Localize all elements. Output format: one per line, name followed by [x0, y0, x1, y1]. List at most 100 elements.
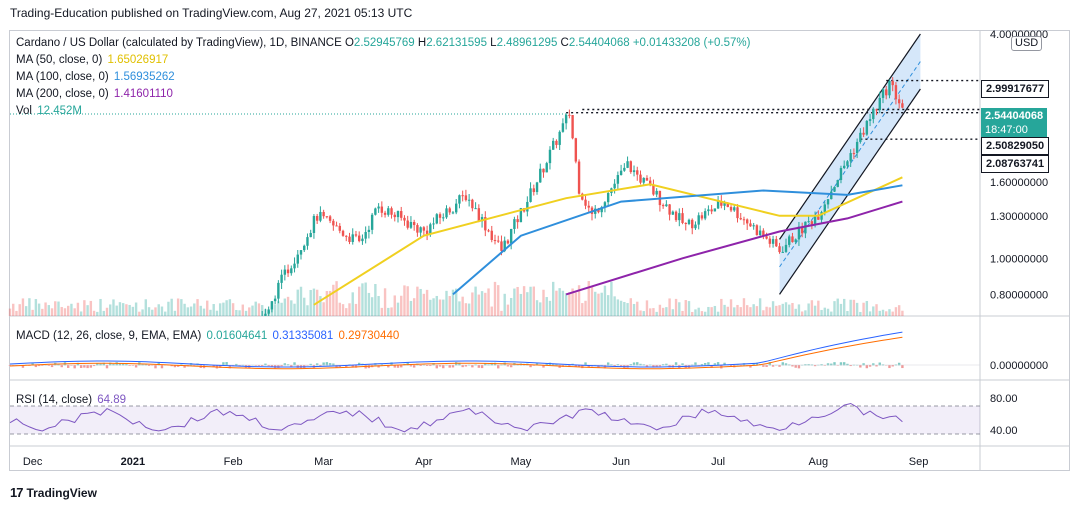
- volume-bar: [325, 291, 329, 316]
- legend-rsi[interactable]: RSI (14, close) 64.89: [16, 393, 126, 407]
- legend-ma50[interactable]: MA (50, close, 0) 1.65026917: [16, 53, 168, 67]
- candle-body: [458, 195, 461, 204]
- volume-bar: [762, 310, 765, 316]
- rsi-tick-label: 80.00: [990, 393, 1018, 405]
- volume-bar: [477, 294, 481, 316]
- volume-bar: [241, 304, 244, 316]
- legend-rsi-label: RSI (14, close): [16, 394, 93, 406]
- candle-body: [684, 222, 687, 225]
- legend-ma100[interactable]: MA (100, close, 0) 1.56935262: [16, 70, 175, 84]
- macd-hist-bar: [283, 363, 287, 366]
- candle-body: [868, 119, 872, 121]
- legend-symbol[interactable]: Cardano / US Dollar (calculated by Tradi…: [16, 37, 342, 49]
- volume-bar: [629, 298, 632, 316]
- candle-body: [325, 216, 329, 218]
- volume-bar: [264, 309, 267, 316]
- macd-hist-bar: [878, 362, 881, 366]
- macd-hist-bar: [96, 363, 99, 366]
- volume-bar: [67, 305, 70, 316]
- volume-bar: [206, 300, 209, 316]
- candle-body: [603, 202, 607, 208]
- macd-hist-bar: [545, 363, 548, 366]
- volume-bar: [299, 286, 303, 316]
- macd-hist-bar: [574, 365, 578, 367]
- candle-body: [619, 170, 623, 176]
- legend-volume[interactable]: Vol 12.452M: [16, 104, 82, 118]
- volume-bar: [775, 305, 778, 316]
- candle-body: [487, 230, 490, 232]
- volume-bar: [361, 283, 364, 316]
- volume-bar: [251, 305, 254, 316]
- candle-body: [872, 109, 875, 120]
- candle-body: [303, 245, 306, 251]
- macd-hist-bar: [836, 365, 839, 366]
- tradingview-icon: 17: [10, 485, 24, 500]
- legend-high: 2.62131595: [426, 37, 487, 49]
- macd-hist-bar: [335, 365, 338, 368]
- volume-bar: [584, 300, 587, 316]
- candle-body: [771, 239, 775, 244]
- volume-bar: [865, 300, 869, 316]
- macd-hist-bar: [409, 365, 413, 367]
- volume-bar: [393, 295, 396, 316]
- macd-hist-bar: [694, 362, 697, 366]
- candle-body: [306, 237, 309, 246]
- time-tick-label: Apr: [415, 456, 432, 468]
- volume-bar: [345, 308, 348, 316]
- volume-bar: [729, 299, 733, 316]
- volume-bar: [105, 307, 109, 316]
- candle-body: [778, 246, 781, 253]
- macd-hist-bar: [280, 365, 283, 367]
- macd-hist-bar: [60, 365, 63, 368]
- candle-body: [393, 214, 396, 218]
- macd-hist-bar: [868, 365, 872, 367]
- volume-bar: [843, 298, 846, 316]
- volume-bar: [151, 309, 154, 316]
- volume-bar: [574, 292, 578, 316]
- volume-bar: [885, 311, 888, 316]
- candle-body: [429, 224, 432, 234]
- legend-ma200[interactable]: MA (200, close, 0) 1.41601110: [16, 87, 173, 101]
- candle-body: [749, 223, 752, 227]
- candle-body: [846, 161, 849, 166]
- volume-bar: [503, 293, 506, 316]
- volume-bar: [720, 298, 723, 316]
- candle-body: [681, 213, 684, 223]
- volume-bar: [839, 303, 843, 316]
- volume-bar: [765, 306, 768, 316]
- macd-hist-bar: [477, 365, 481, 368]
- candle-body: [338, 225, 341, 231]
- macd-hist-bar: [865, 365, 869, 369]
- candle-body: [315, 216, 319, 221]
- volume-bar: [209, 309, 212, 316]
- macd-hist-bar: [37, 365, 41, 367]
- candle-body: [370, 214, 374, 230]
- candle-body: [707, 209, 710, 212]
- volume-bar: [833, 301, 836, 316]
- volume-bar: [872, 306, 875, 316]
- volume-bar: [176, 298, 180, 316]
- volume-bar: [681, 310, 684, 316]
- tradingview-logo[interactable]: 17 TradingView: [10, 485, 97, 500]
- candle-body: [755, 225, 759, 236]
- volume-bar: [193, 303, 196, 316]
- volume-bar: [451, 289, 455, 316]
- candle-body: [765, 236, 768, 239]
- currency-button[interactable]: USD: [1011, 36, 1043, 51]
- macd-hist-bar: [723, 362, 726, 366]
- macd-hist-bar: [484, 363, 487, 366]
- candle-body: [823, 204, 826, 213]
- volume-bar: [901, 310, 904, 316]
- macd-hist-bar: [270, 365, 274, 367]
- legend-macd[interactable]: MACD (12, 26, close, 9, EMA, EMA) 0.0160…: [16, 329, 399, 343]
- macd-hist-bar: [131, 365, 135, 366]
- macd-hist-bar: [535, 363, 539, 366]
- volume-bar: [218, 303, 222, 316]
- candle-body: [784, 244, 788, 252]
- macd-hist-bar: [872, 363, 875, 366]
- macd-hist-bar: [794, 365, 797, 368]
- volume-bar: [888, 309, 891, 316]
- volume-bar: [112, 299, 115, 316]
- macd-hist-bar: [47, 365, 50, 366]
